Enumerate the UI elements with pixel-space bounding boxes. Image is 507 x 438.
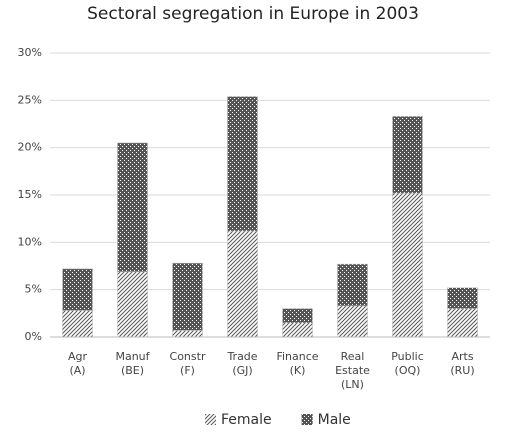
bar-segment bbox=[447, 287, 478, 309]
y-tick-label: 5% bbox=[25, 283, 42, 296]
x-tick-label: Trade bbox=[226, 350, 257, 363]
bar-segment bbox=[227, 230, 258, 338]
y-tick-label: 10% bbox=[18, 235, 42, 248]
bar-segment bbox=[62, 310, 93, 338]
x-tick-label: (LN) bbox=[341, 378, 364, 391]
bar-segment bbox=[117, 142, 148, 272]
y-tick-label: 15% bbox=[18, 188, 42, 201]
bar-segment bbox=[392, 116, 423, 194]
bar-segment bbox=[62, 268, 93, 311]
x-tick-label: (GJ) bbox=[232, 364, 252, 377]
bar-segment bbox=[447, 308, 478, 338]
bar-segment bbox=[337, 263, 368, 307]
y-tick-label: 20% bbox=[18, 141, 42, 154]
y-tick-label: 30% bbox=[18, 46, 42, 59]
bar-segment bbox=[337, 305, 368, 338]
x-tick-label: Finance bbox=[276, 350, 318, 363]
x-tick-label: Manuf bbox=[115, 350, 150, 363]
x-tick-label: Constr bbox=[170, 350, 206, 363]
x-tick-label: (BE) bbox=[121, 364, 144, 377]
bar-segment bbox=[117, 271, 148, 338]
x-tick-label: (F) bbox=[180, 364, 195, 377]
x-tick-label: Real bbox=[341, 350, 365, 363]
legend-label: Male bbox=[318, 412, 351, 428]
legend-swatch bbox=[301, 414, 313, 425]
x-tick-label: (RU) bbox=[450, 364, 474, 377]
legend-swatch bbox=[205, 414, 216, 425]
bar-segment bbox=[282, 322, 313, 338]
y-tick-label: 0% bbox=[25, 330, 42, 343]
x-tick-label: (A) bbox=[69, 364, 85, 377]
bar-segment bbox=[227, 96, 258, 232]
bar-segment bbox=[172, 262, 203, 331]
x-tick-label: Arts bbox=[451, 350, 473, 363]
x-tick-label: Public bbox=[391, 350, 424, 363]
bar-segment bbox=[392, 192, 423, 338]
x-tick-label: Agr bbox=[68, 350, 88, 363]
x-tick-label: Estate bbox=[335, 364, 370, 377]
chart-title: Sectoral segregation in Europe in 2003 bbox=[87, 4, 419, 24]
x-tick-label: (K) bbox=[290, 364, 306, 377]
legend-label: Female bbox=[221, 412, 272, 428]
y-tick-label: 25% bbox=[18, 93, 42, 106]
bar-segment bbox=[172, 330, 203, 338]
x-tick-label: (OQ) bbox=[395, 364, 421, 377]
bar-segment bbox=[282, 308, 313, 324]
